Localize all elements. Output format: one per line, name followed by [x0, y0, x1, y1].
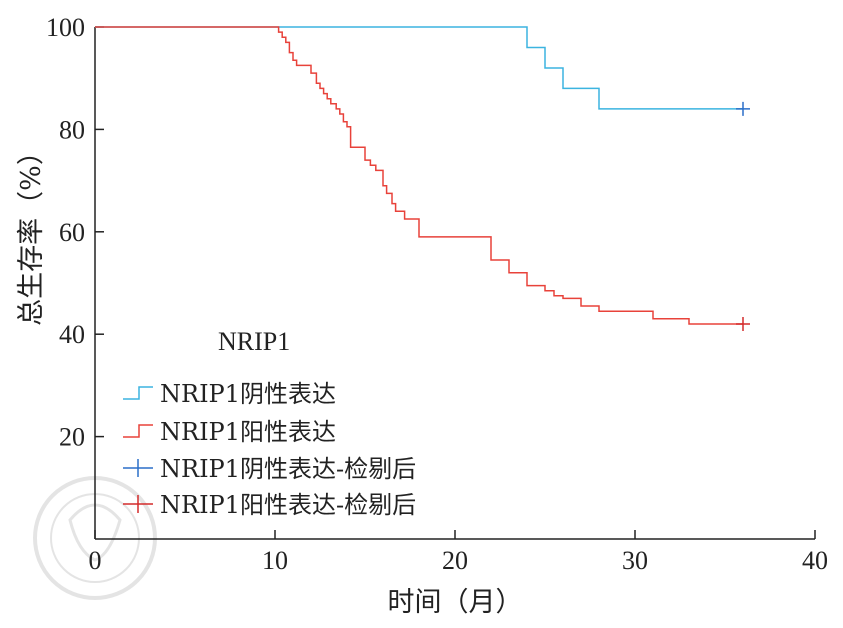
legend-label: NRIP1阳性表达-检剔后 [160, 491, 416, 519]
legend-swatch [123, 386, 153, 400]
series-layer [95, 26, 750, 331]
y-tick-label: 40 [59, 320, 85, 349]
x-tick-label: 40 [802, 546, 828, 575]
legend: NRIP1 NRIP1阴性表达 NRIP1阳性表达 NRIP1阴性表达-检剔后 NRIP… [123, 327, 416, 519]
survival-curve-1 [95, 26, 743, 110]
y-tick-label: 100 [46, 13, 85, 42]
censor-mark [736, 101, 750, 116]
legend-label: NRIP1阴性表达 [160, 380, 336, 408]
x-tick-label: 20 [442, 546, 468, 575]
y-tick-label: 60 [59, 218, 85, 247]
x-tick-label: 30 [622, 546, 648, 575]
x-tick-label: 10 [262, 546, 288, 575]
axes: 20 40 60 80 100 0 10 20 30 40 [46, 13, 828, 575]
x-axis-title: 时间（月） [388, 587, 523, 618]
survival-curve-2 [95, 26, 743, 325]
legend-label: NRIP1阴性表达-检剔后 [160, 455, 416, 483]
censor-mark [736, 316, 750, 331]
y-tick-label: 80 [59, 115, 85, 144]
y-axis-title: 总生存率（%） [16, 138, 47, 326]
y-tick-label: 20 [59, 423, 85, 452]
legend-label: NRIP1阳性表达 [160, 418, 336, 446]
legend-title: NRIP1 [218, 327, 290, 356]
legend-swatch [123, 424, 153, 438]
x-tick-label: 0 [89, 546, 102, 575]
